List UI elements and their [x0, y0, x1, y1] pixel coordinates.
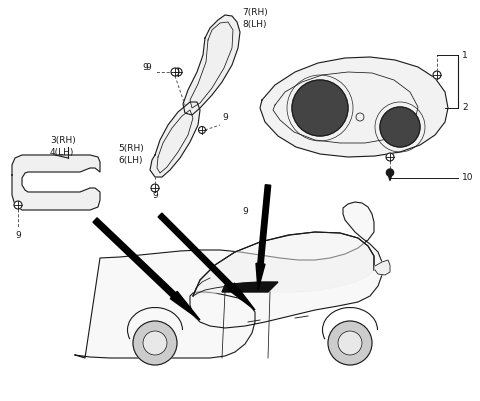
Circle shape [133, 321, 177, 365]
Text: 9: 9 [222, 113, 228, 122]
Text: 8(LH): 8(LH) [242, 20, 266, 28]
Polygon shape [193, 232, 374, 296]
Text: 3(RH): 3(RH) [50, 136, 76, 144]
Circle shape [151, 184, 159, 192]
Polygon shape [388, 174, 392, 180]
Polygon shape [12, 155, 100, 210]
Polygon shape [375, 260, 390, 275]
Circle shape [171, 68, 179, 76]
Circle shape [174, 68, 182, 76]
Text: 2: 2 [462, 103, 468, 113]
Text: 9: 9 [152, 190, 158, 200]
Circle shape [328, 321, 372, 365]
Polygon shape [260, 57, 448, 157]
Circle shape [433, 71, 441, 79]
Polygon shape [150, 102, 200, 177]
Text: 6(LH): 6(LH) [118, 156, 143, 164]
Polygon shape [158, 213, 255, 310]
Polygon shape [183, 15, 240, 115]
Text: 5(RH): 5(RH) [118, 144, 144, 152]
Text: 4(LH): 4(LH) [50, 148, 74, 156]
Text: 9: 9 [15, 231, 21, 239]
Circle shape [143, 331, 167, 355]
Text: 9: 9 [142, 63, 148, 73]
Circle shape [292, 80, 348, 136]
Polygon shape [93, 218, 200, 320]
Polygon shape [256, 185, 271, 290]
Circle shape [380, 107, 420, 147]
Polygon shape [222, 282, 278, 292]
Circle shape [199, 126, 205, 134]
Text: 7(RH): 7(RH) [242, 8, 268, 16]
Text: 9: 9 [145, 63, 151, 73]
Circle shape [386, 153, 394, 161]
Text: 9: 9 [242, 207, 248, 217]
Text: 10: 10 [462, 174, 473, 182]
Circle shape [14, 201, 22, 209]
Text: 1: 1 [462, 51, 468, 59]
Polygon shape [386, 169, 394, 176]
Circle shape [338, 331, 362, 355]
Polygon shape [75, 202, 382, 358]
